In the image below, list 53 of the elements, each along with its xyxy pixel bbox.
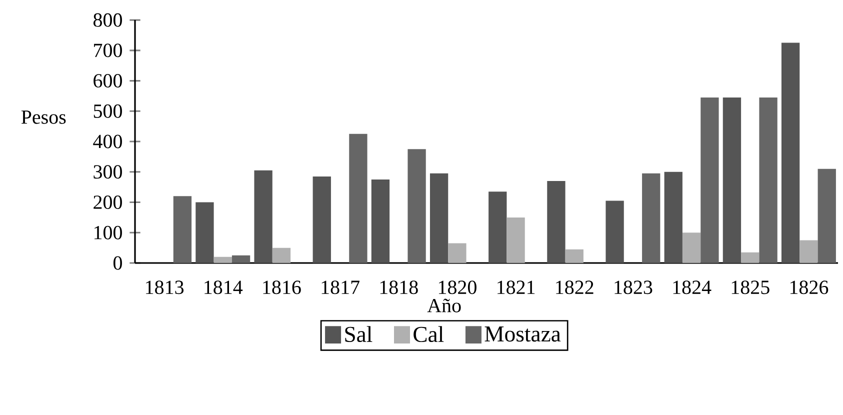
bar <box>642 173 660 263</box>
bar <box>700 97 719 263</box>
bar <box>408 149 426 263</box>
y-tick-label: 400 <box>93 134 122 148</box>
bar <box>173 196 192 263</box>
legend-label: Cal <box>414 326 444 342</box>
bar <box>506 217 525 263</box>
bar <box>232 255 250 263</box>
bar <box>741 252 760 263</box>
bar <box>606 200 624 263</box>
y-tick-label: 100 <box>94 226 122 240</box>
y-axis-title: Pesos <box>21 110 66 124</box>
bar <box>214 256 232 263</box>
bar <box>448 243 466 263</box>
bar <box>781 42 800 263</box>
x-tick-label: 1816 <box>263 280 301 294</box>
bar <box>682 232 701 263</box>
bar <box>759 97 778 263</box>
x-tick-label: 1821 <box>498 280 535 294</box>
y-tick-label: 800 <box>93 13 122 27</box>
x-tick-label: 1817 <box>322 280 360 294</box>
y-tick-label: 700 <box>94 44 122 58</box>
bar <box>371 179 390 263</box>
bar <box>272 248 291 263</box>
bar <box>664 172 682 263</box>
y-tick-label: 0 <box>113 256 122 270</box>
bar <box>349 134 368 263</box>
y-tick-label: 300 <box>94 165 122 179</box>
x-tick-label: 1824 <box>673 280 712 294</box>
y-tick-label: 600 <box>94 74 122 88</box>
x-tick-label: 1826 <box>790 280 828 294</box>
bar <box>430 173 448 263</box>
bar <box>254 170 272 263</box>
bar <box>312 176 331 263</box>
legend-label: Mostaza <box>484 326 561 342</box>
bar <box>800 240 818 263</box>
y-tick-label: 200 <box>94 196 122 209</box>
x-axis-title: Año <box>427 298 461 312</box>
x-tick-label: 1818 <box>380 280 418 294</box>
x-tick-label: 1813 <box>146 280 184 294</box>
x-tick-label: 1825 <box>732 280 770 294</box>
x-tick-label: 1814 <box>204 280 243 294</box>
x-tick-label: 1820 <box>438 280 476 294</box>
bar <box>722 97 742 263</box>
x-tick-label: 1823 <box>614 280 652 294</box>
bar <box>196 202 214 263</box>
bar <box>488 192 507 263</box>
bar <box>565 249 584 263</box>
y-tick-label: 500 <box>94 104 122 118</box>
bar <box>547 180 566 263</box>
legend-label: Sal <box>345 326 372 342</box>
x-tick-label: 1822 <box>556 280 594 294</box>
bar <box>818 168 836 263</box>
